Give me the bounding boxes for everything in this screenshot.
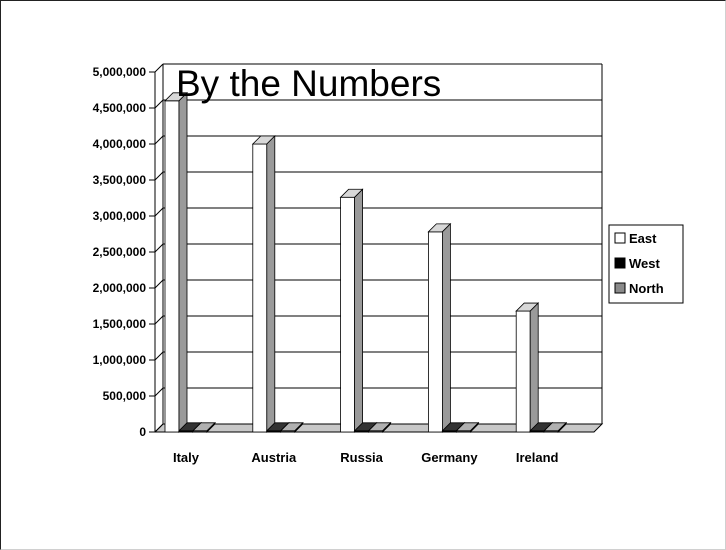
- bar-east-italy: [164, 91, 188, 433]
- gridline-side: [154, 135, 164, 145]
- legend-item-west: West: [614, 256, 660, 271]
- legend-label: North: [629, 281, 664, 296]
- x-tick-label: Italy: [173, 450, 200, 465]
- bar-east-germany: [427, 222, 452, 433]
- x-tick-label: Ireland: [516, 450, 559, 465]
- chart-title: By the Numbers: [176, 63, 441, 104]
- y-tick-label: 1,500,000: [93, 317, 147, 331]
- y-tick-label: 2,500,000: [93, 245, 147, 259]
- y-tick-label: 5,000,000: [93, 65, 147, 79]
- x-axis-labels: Italy Austria Russia Germany Ireland: [173, 450, 559, 465]
- bar-north-ireland: [543, 421, 568, 433]
- y-tick-label: 4,000,000: [93, 137, 147, 151]
- bars: [164, 91, 568, 433]
- x-tick-label: Germany: [421, 450, 478, 465]
- y-tick-label: 3,000,000: [93, 209, 147, 223]
- y-tick-label: 3,500,000: [93, 173, 147, 187]
- y-tick-label: 2,000,000: [93, 281, 147, 295]
- legend-swatch: [614, 232, 626, 244]
- legend-item-east: East: [614, 231, 657, 246]
- gridline-side: [154, 243, 164, 253]
- gridline-side: [154, 387, 164, 397]
- gridline-side: [154, 423, 164, 433]
- gridline-side: [154, 171, 164, 181]
- bar-east-ireland: [515, 302, 540, 433]
- legend-label: West: [629, 256, 660, 271]
- legend: East West North: [608, 224, 684, 304]
- y-axis-ticks: 0 500,000 1,000,000 1,500,000 2,000,000 2,500…: [93, 65, 155, 439]
- y-tick-label: 1,000,000: [93, 353, 147, 367]
- bar-east-russia: [339, 188, 364, 433]
- bar-north-russia: [367, 421, 392, 433]
- x-tick-label: Austria: [251, 450, 297, 465]
- y-tick-label: 0: [139, 425, 146, 439]
- legend-label: East: [629, 231, 657, 246]
- bar-north-austria: [279, 421, 304, 433]
- gridline-side: [154, 279, 164, 289]
- gridline-side: [154, 315, 164, 325]
- x-tick-label: Russia: [340, 450, 383, 465]
- legend-swatch: [614, 282, 626, 294]
- bar-north-germany: [455, 421, 480, 433]
- y-tick-label: 4,500,000: [93, 101, 147, 115]
- y-tick-label: 500,000: [103, 389, 147, 403]
- bar-east-austria: [251, 135, 276, 433]
- bar-north-italy: [192, 421, 216, 433]
- legend-swatch: [614, 257, 626, 269]
- legend-item-north: North: [614, 281, 664, 296]
- gridline-side: [154, 351, 164, 361]
- gridline-side: [154, 63, 164, 73]
- gridline-side: [154, 99, 164, 109]
- gridline-side: [154, 207, 164, 217]
